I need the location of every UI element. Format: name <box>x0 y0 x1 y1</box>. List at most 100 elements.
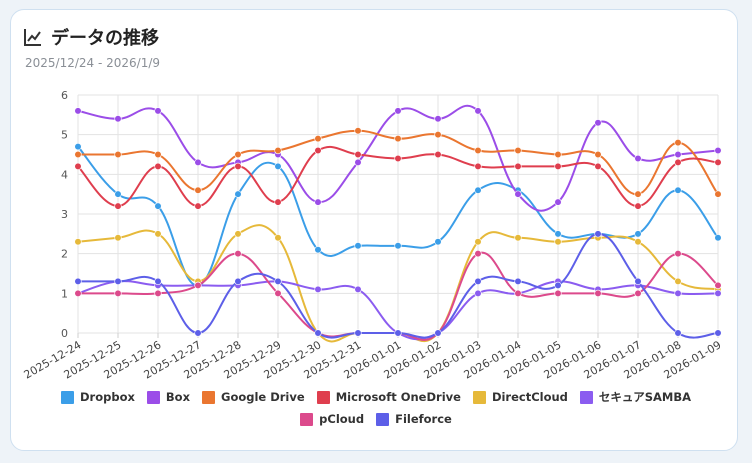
data-point-dropbox <box>635 231 642 238</box>
data-point-directcloud <box>515 235 522 242</box>
legend-item-directcloud[interactable]: DirectCloud <box>473 390 568 404</box>
data-point-samba <box>315 286 322 293</box>
data-point-fileforce <box>355 330 362 337</box>
data-point-fileforce <box>715 330 722 337</box>
data-point-box <box>435 116 442 123</box>
legend-label: Fileforce <box>395 412 452 426</box>
data-point-fileforce <box>75 278 82 285</box>
data-point-microsoft-onedrive <box>395 155 402 162</box>
legend-item-dropbox[interactable]: Dropbox <box>61 390 135 404</box>
data-point-box <box>635 155 642 162</box>
data-point-box <box>715 147 722 154</box>
data-point-dropbox <box>115 191 122 198</box>
data-point-dropbox <box>75 143 82 150</box>
data-point-microsoft-onedrive <box>275 199 282 206</box>
legend-item-pcloud[interactable]: pCloud <box>300 412 364 426</box>
chart-card: データの推移 2025/12/24 - 2026/1/9 0 1 2 3 4 5 6 2025… <box>10 9 738 451</box>
legend-item-microsoft-onedrive[interactable]: Microsoft OneDrive <box>317 390 461 404</box>
legend-item-box[interactable]: Box <box>147 390 190 404</box>
data-point-pcloud <box>475 250 482 257</box>
data-point-pcloud <box>675 250 682 257</box>
data-point-google-drive <box>155 151 162 158</box>
legend-item-samba[interactable]: セキュアSAMBA <box>580 390 691 404</box>
data-point-box <box>195 159 202 166</box>
data-point-directcloud <box>235 231 242 238</box>
data-point-directcloud <box>115 235 122 242</box>
data-point-pcloud <box>155 290 162 297</box>
data-point-microsoft-onedrive <box>515 163 522 170</box>
data-point-google-drive <box>475 147 482 154</box>
data-point-fileforce <box>195 330 202 337</box>
line-chart: 01234562025-12-242025-12-252025-12-26202… <box>11 10 739 452</box>
data-point-google-drive <box>435 131 442 138</box>
data-point-box <box>75 108 82 115</box>
data-point-directcloud <box>75 238 82 245</box>
data-point-google-drive <box>275 147 282 154</box>
data-point-pcloud <box>595 290 602 297</box>
data-point-fileforce <box>115 278 122 285</box>
data-point-directcloud <box>555 238 562 245</box>
data-point-microsoft-onedrive <box>195 203 202 210</box>
data-point-microsoft-onedrive <box>715 159 722 166</box>
data-point-dropbox <box>395 242 402 249</box>
data-point-microsoft-onedrive <box>435 151 442 158</box>
data-point-pcloud <box>275 290 282 297</box>
legend-item-fileforce[interactable]: Fileforce <box>376 412 452 426</box>
data-point-fileforce <box>235 278 242 285</box>
data-point-directcloud <box>635 238 642 245</box>
data-point-microsoft-onedrive <box>75 163 82 170</box>
data-point-fileforce <box>555 282 562 289</box>
legend-swatch <box>202 391 215 404</box>
data-point-directcloud <box>275 235 282 242</box>
legend-label: Google Drive <box>221 390 305 404</box>
legend-swatch <box>580 391 593 404</box>
legend-swatch <box>147 391 160 404</box>
legend-item-google-drive[interactable]: Google Drive <box>202 390 305 404</box>
data-point-box <box>555 199 562 206</box>
data-point-box <box>595 119 602 126</box>
y-tick-label: 2 <box>61 248 68 261</box>
data-point-samba <box>475 290 482 297</box>
data-point-google-drive <box>115 151 122 158</box>
legend-label: Microsoft OneDrive <box>336 390 461 404</box>
y-tick-label: 1 <box>61 287 68 300</box>
data-point-microsoft-onedrive <box>315 147 322 154</box>
legend-label: Box <box>166 390 190 404</box>
data-point-fileforce <box>635 278 642 285</box>
data-point-fileforce <box>395 330 402 337</box>
data-point-google-drive <box>355 127 362 134</box>
data-point-dropbox <box>355 242 362 249</box>
data-point-microsoft-onedrive <box>675 159 682 166</box>
y-tick-label: 5 <box>61 129 68 142</box>
legend-swatch <box>376 413 389 426</box>
data-point-pcloud <box>195 282 202 289</box>
data-point-box <box>115 116 122 123</box>
data-point-microsoft-onedrive <box>155 163 162 170</box>
legend-label: セキュアSAMBA <box>599 389 691 405</box>
data-point-fileforce <box>275 278 282 285</box>
data-point-box <box>675 151 682 158</box>
data-point-google-drive <box>75 151 82 158</box>
data-point-dropbox <box>675 187 682 194</box>
data-point-google-drive <box>315 135 322 142</box>
data-point-directcloud <box>155 231 162 238</box>
data-point-samba <box>675 290 682 297</box>
data-point-fileforce <box>475 278 482 285</box>
y-tick-label: 4 <box>61 168 68 181</box>
legend-label: Dropbox <box>80 390 135 404</box>
data-point-dropbox <box>155 203 162 210</box>
data-point-samba <box>715 290 722 297</box>
data-point-microsoft-onedrive <box>355 151 362 158</box>
data-point-pcloud <box>235 250 242 257</box>
data-point-google-drive <box>675 139 682 146</box>
legend-swatch <box>473 391 486 404</box>
data-point-samba <box>355 286 362 293</box>
data-point-box <box>475 108 482 115</box>
data-point-pcloud <box>75 290 82 297</box>
data-point-box <box>155 108 162 115</box>
legend-swatch <box>317 391 330 404</box>
data-point-pcloud <box>555 290 562 297</box>
y-tick-label: 0 <box>61 327 68 340</box>
legend-label: DirectCloud <box>492 390 568 404</box>
data-point-google-drive <box>595 151 602 158</box>
